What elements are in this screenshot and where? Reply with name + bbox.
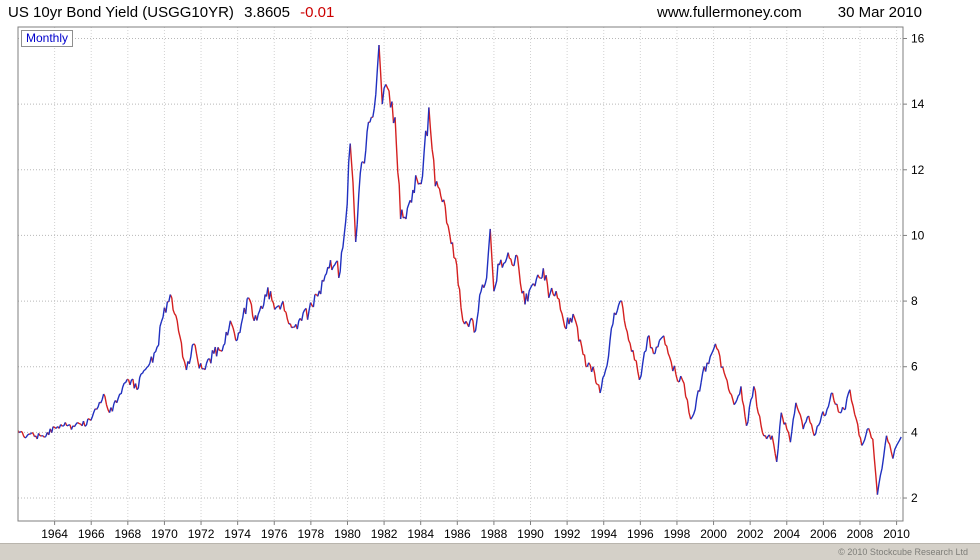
x-axis-label: 1982 [371,527,398,541]
bottom-bar: © 2010 Stockcube Research Ltd [0,543,980,560]
x-axis-label: 1964 [41,527,68,541]
x-axis-label: 1976 [261,527,288,541]
x-axis-label: 1968 [114,527,141,541]
x-axis-label: 1990 [517,527,544,541]
price-change: -0.01 [300,4,335,21]
x-axis-label: 2008 [847,527,874,541]
y-axis-label: 12 [911,163,925,177]
timeframe-label: Monthly [21,30,74,47]
chart-header: US 10yr Bond Yield (USGG10YR) 3.8605 -0.… [0,0,980,25]
chart-date: 30 Mar 2010 [837,4,922,21]
x-axis-label: 2010 [883,527,910,541]
header-left: US 10yr Bond Yield (USGG10YR) 3.8605 -0.… [8,4,340,21]
copyright-text: © 2010 Stockcube Research Ltd [838,547,968,557]
x-axis-label: 1970 [151,527,178,541]
x-axis-label: 1980 [334,527,361,541]
x-axis-label: 2002 [737,527,764,541]
chart-title: US 10yr Bond Yield (USGG10YR) [8,4,234,21]
y-axis-label: 6 [911,360,918,374]
y-axis-label: 14 [911,97,925,111]
x-axis-label: 1986 [444,527,471,541]
yield-series-falling-segments [17,45,894,495]
x-axis-label: 1996 [627,527,654,541]
website-text: www.fullermoney.com [657,4,802,21]
x-axis-label: 1992 [554,527,581,541]
x-axis-label: 1998 [664,527,691,541]
x-axis-label: 2004 [773,527,800,541]
y-axis-label: 16 [911,31,925,45]
y-axis-label: 2 [911,491,918,505]
yield-series-rising-segments [18,45,902,495]
x-axis-label: 1974 [224,527,251,541]
y-axis-label: 8 [911,294,918,308]
plot-frame [17,26,904,522]
y-axis-label: 4 [911,425,918,439]
x-axis-label: 1984 [407,527,434,541]
last-price: 3.8605 [244,4,290,21]
x-axis-label: 1972 [188,527,215,541]
x-axis-label: 1966 [78,527,105,541]
y-axis-label: 10 [911,228,925,242]
x-axis-label: 1978 [298,527,325,541]
x-axis-label: 1994 [590,527,617,541]
plot-background [18,27,903,521]
x-axis-label: 2000 [700,527,727,541]
header-right: www.fullermoney.com 30 Mar 2010 [657,4,922,21]
x-axis-label: 2006 [810,527,837,541]
x-axis-label: 1988 [481,527,508,541]
